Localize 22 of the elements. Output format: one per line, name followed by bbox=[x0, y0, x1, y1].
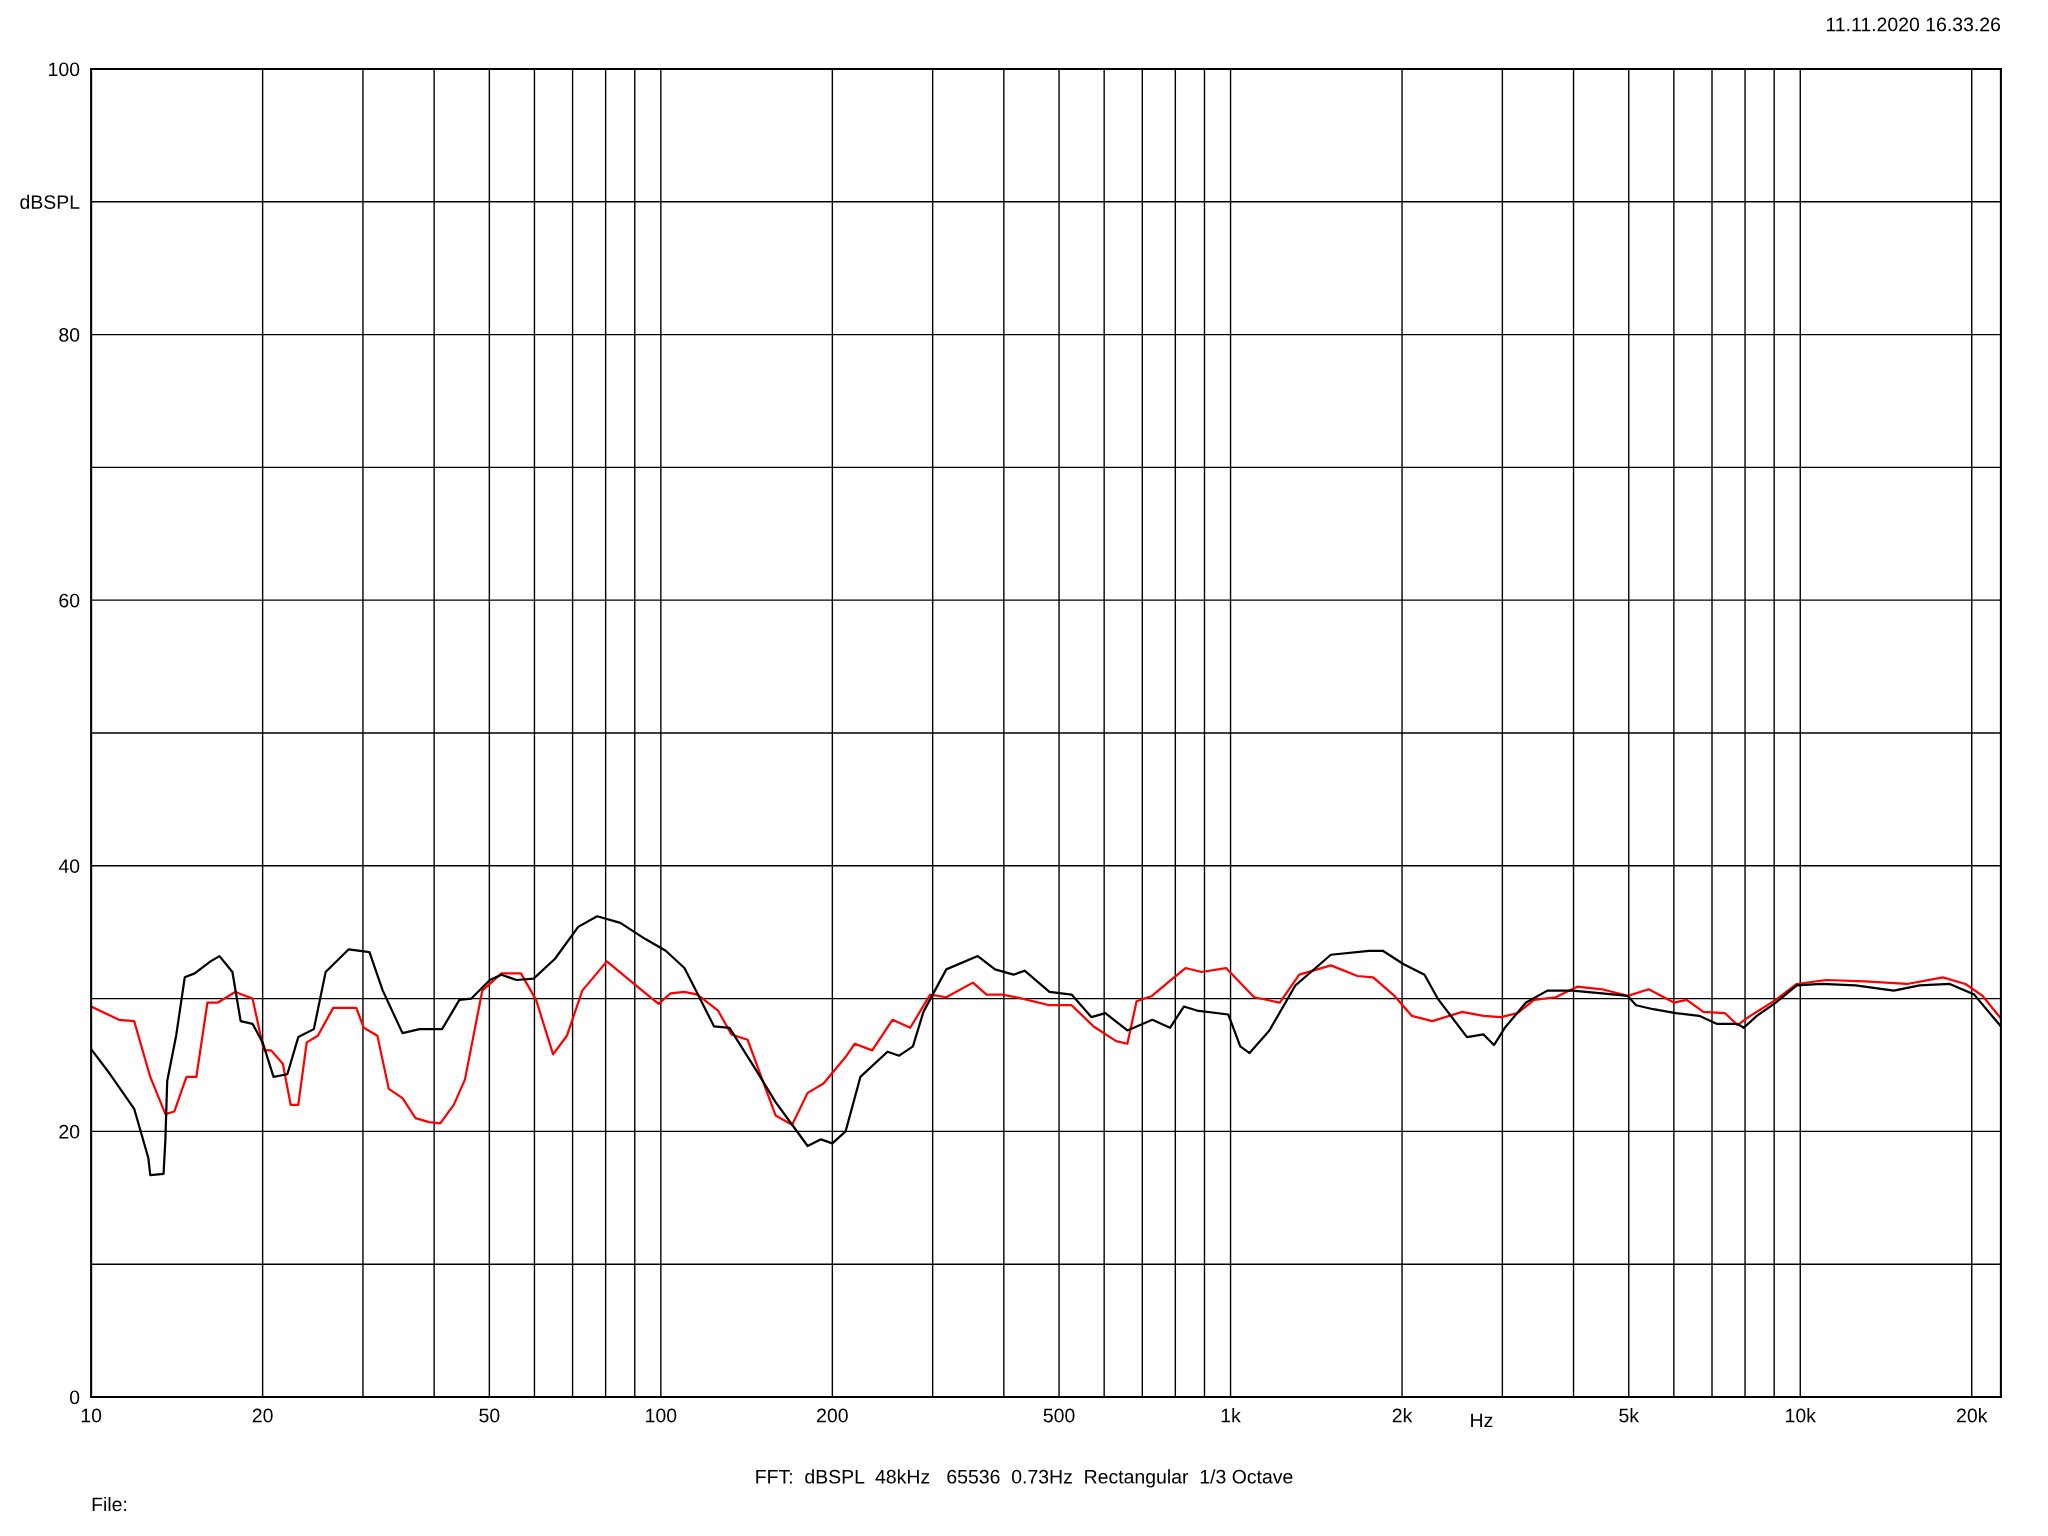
x-tick-label: 20 bbox=[252, 1408, 273, 1423]
x-tick-label: 2k bbox=[1392, 1408, 1413, 1423]
y-tick-label: 80 bbox=[59, 328, 80, 342]
x-tick-label: 10k bbox=[1786, 1408, 1816, 1423]
x-tick-label: 50 bbox=[479, 1408, 500, 1423]
text: FFT: dBSPL 48kHz 65536 0.73Hz Rectangular 1/3 Octave bbox=[756, 1469, 1293, 1488]
y-tick-label: 40 bbox=[58, 859, 80, 874]
x-tick-label: 5k bbox=[1619, 1408, 1640, 1423]
x-tick-label: 200 bbox=[817, 1408, 848, 1423]
y-tick-label: 0 bbox=[69, 1390, 80, 1405]
x-tick-label: 500 bbox=[1043, 1408, 1075, 1423]
text: File: bbox=[92, 1496, 127, 1512]
x-tick-label: 10 bbox=[81, 1408, 102, 1423]
x-tick-label: 100 bbox=[646, 1408, 677, 1423]
x-axis-title: Hz bbox=[1471, 1413, 1493, 1428]
x-tick-label: 1k bbox=[1221, 1408, 1241, 1423]
y-tick-label: 20 bbox=[59, 1124, 80, 1139]
y-tick-label: dBSPL bbox=[20, 194, 80, 210]
y-tick-label: 60 bbox=[59, 593, 80, 608]
y-tick-label: 100 bbox=[49, 62, 80, 77]
x-tick-label: 20k bbox=[1957, 1408, 1988, 1423]
text: 11.11.2020 16.33.26 bbox=[1826, 17, 2001, 32]
